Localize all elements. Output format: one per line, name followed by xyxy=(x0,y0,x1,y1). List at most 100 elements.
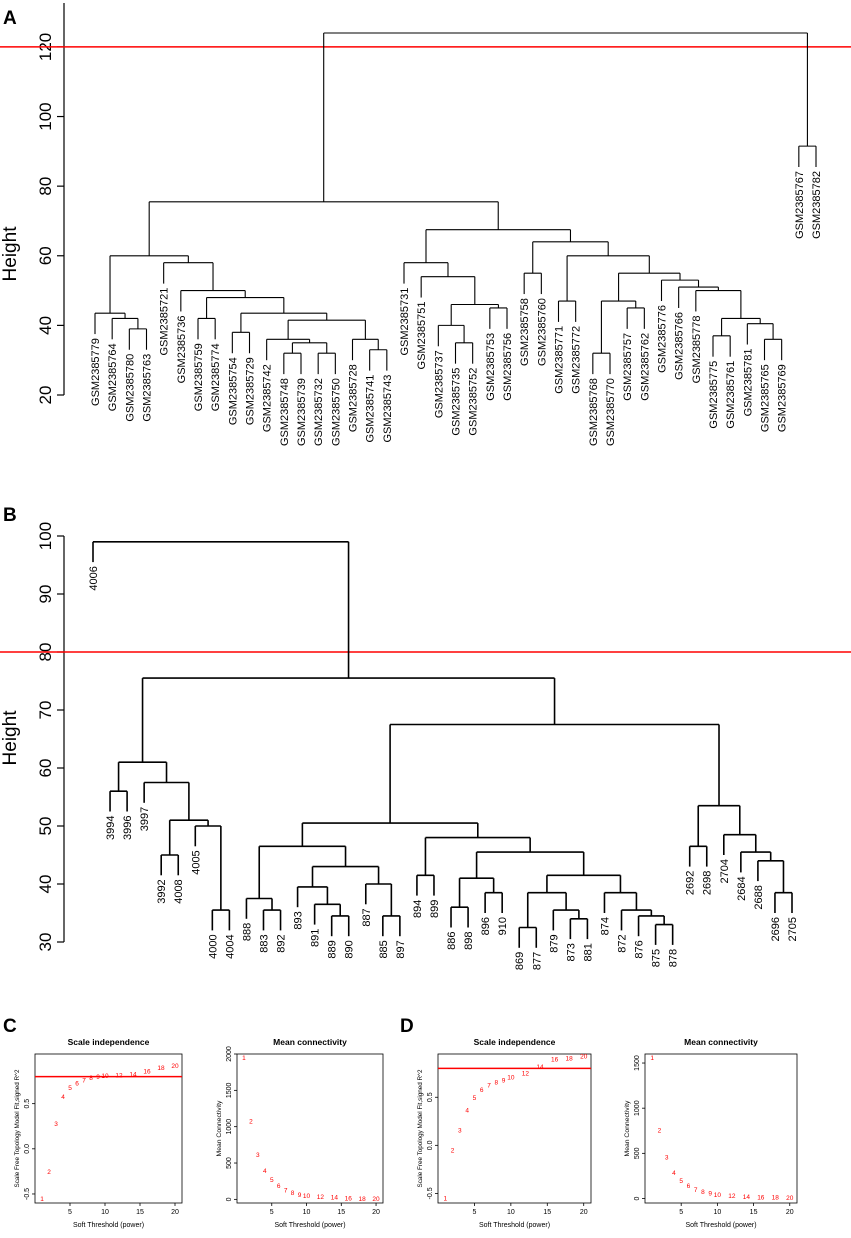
leaf-label: GSM2385742 xyxy=(262,364,274,432)
leaf-label: GSM2385775 xyxy=(708,361,720,429)
data-point-label: 1 xyxy=(242,1055,246,1062)
leaf-label: 878 xyxy=(668,949,680,967)
leaf-label: 872 xyxy=(617,934,629,952)
x-tick-label: 5 xyxy=(270,1209,274,1216)
data-point-label: 1 xyxy=(443,1196,447,1203)
leaf-label: GSM2385772 xyxy=(571,326,583,394)
data-point-label: 18 xyxy=(359,1196,367,1203)
leaf-label: GSM2385751 xyxy=(416,302,428,370)
data-point-label: 3 xyxy=(458,1127,462,1134)
plot-title: Mean connectivity xyxy=(273,1037,347,1047)
data-point-label: 3 xyxy=(665,1154,669,1161)
data-point-label: 20 xyxy=(580,1053,588,1060)
data-point-label: 9 xyxy=(708,1191,712,1198)
leaf-label: 2684 xyxy=(736,876,748,900)
leaf-label: GSM2385732 xyxy=(313,378,325,446)
data-point-label: 5 xyxy=(473,1095,477,1102)
x-tick-label: 20 xyxy=(580,1209,588,1216)
data-point-label: 2 xyxy=(249,1118,253,1125)
leaf-label: 2696 xyxy=(770,917,782,941)
leaf-label: 896 xyxy=(480,917,492,935)
y-tick-label: 0.5 xyxy=(24,1099,31,1109)
plot-frame xyxy=(437,1053,592,1204)
data-point-label: 6 xyxy=(480,1087,484,1094)
plot-title: Scale independence xyxy=(68,1037,150,1047)
y-tick-label: 80 xyxy=(36,177,55,196)
data-point-label: 4 xyxy=(263,1168,267,1175)
y-tick-label: 0.0 xyxy=(427,1140,434,1150)
data-point-label: 16 xyxy=(143,1069,151,1076)
data-point-label: 12 xyxy=(115,1072,123,1079)
data-point-label: 2 xyxy=(47,1169,51,1176)
data-point-label: 7 xyxy=(82,1078,86,1085)
x-axis-title: Soft Threshold (power) xyxy=(685,1222,756,1229)
y-tick-label: 1500 xyxy=(226,1082,233,1098)
leaf-label: GSM2385781 xyxy=(742,349,754,417)
leaf-label: GSM2385735 xyxy=(451,368,463,436)
data-point-label: 9 xyxy=(502,1077,506,1084)
leaf-label: GSM2385736 xyxy=(176,315,188,383)
leaf-label: 4004 xyxy=(224,934,236,958)
leaf-label: GSM2385759 xyxy=(193,343,205,411)
leaf-label: 869 xyxy=(514,952,526,970)
y-axis-title: Mean Connectivity xyxy=(216,1100,223,1157)
y-tick-label: 60 xyxy=(36,759,55,778)
leaf-label: 899 xyxy=(429,900,441,918)
leaf-label: 2705 xyxy=(787,917,799,941)
data-point-label: 10 xyxy=(101,1073,109,1080)
y-tick-label: 2000 xyxy=(226,1046,233,1062)
leaf-label: GSM2385758 xyxy=(519,298,531,366)
data-point-label: 9 xyxy=(96,1074,100,1081)
y-axis-title: Scale Free Topology Model Fit,signed R^2 xyxy=(417,1069,424,1187)
panel-label-a: A xyxy=(3,8,17,29)
leaf-label: GSM2385776 xyxy=(657,305,669,373)
x-tick-label: 15 xyxy=(136,1209,144,1216)
data-point-label: 6 xyxy=(687,1183,691,1190)
leaf-label: GSM2385765 xyxy=(760,364,772,432)
leaf-label: 4006 xyxy=(88,566,100,590)
leaf-label: GSM2385767 xyxy=(794,171,806,239)
plot-title: Scale independence xyxy=(474,1037,556,1047)
data-point-label: 16 xyxy=(551,1056,559,1063)
leaf-label: 873 xyxy=(565,943,577,961)
y-tick-label: 100 xyxy=(36,522,55,550)
y-tick-label: 500 xyxy=(634,1147,641,1159)
data-point-label: 1 xyxy=(40,1196,44,1203)
x-axis-title: Soft Threshold (power) xyxy=(274,1222,345,1229)
data-point-label: 2 xyxy=(658,1127,662,1134)
leaf-label: GSM2385771 xyxy=(554,326,566,394)
leaf-label: GSM2385770 xyxy=(605,378,617,446)
data-point-label: 18 xyxy=(772,1195,780,1202)
y-tick-label: 40 xyxy=(36,875,55,894)
leaf-label: GSM2385779 xyxy=(90,338,102,406)
data-point-label: 7 xyxy=(284,1187,288,1194)
leaf-label: GSM2385764 xyxy=(107,343,119,411)
leaf-label: 897 xyxy=(395,940,407,958)
leaf-label: GSM2385757 xyxy=(622,333,634,401)
y-axis-title: Height xyxy=(0,710,21,766)
data-point-label: 8 xyxy=(89,1075,93,1082)
leaf-label: 3996 xyxy=(122,816,134,840)
leaf-label: 2688 xyxy=(753,885,765,909)
leaf-label: 894 xyxy=(412,900,424,918)
y-tick-label: 1000 xyxy=(226,1119,233,1135)
leaf-label: GSM2385743 xyxy=(382,375,394,443)
leaf-label: GSM2385752 xyxy=(468,368,480,436)
panel-label-c: C xyxy=(3,1016,17,1037)
y-tick-label: 500 xyxy=(226,1157,233,1169)
data-point-label: 1 xyxy=(650,1055,654,1062)
data-point-label: 3 xyxy=(256,1152,260,1159)
leaf-label: GSM2385729 xyxy=(245,357,257,425)
leaf-label: 892 xyxy=(276,934,288,952)
plot-title: Mean connectivity xyxy=(684,1037,758,1047)
leaf-label: GSM2385748 xyxy=(279,378,291,446)
leaf-label: 3992 xyxy=(156,879,168,903)
leaf-label: GSM2385763 xyxy=(142,354,154,422)
leaf-label: GSM2385760 xyxy=(536,298,548,366)
data-point-label: 20 xyxy=(786,1195,794,1202)
leaf-label: 885 xyxy=(378,940,390,958)
y-tick-label: 0.5 xyxy=(427,1092,434,1102)
